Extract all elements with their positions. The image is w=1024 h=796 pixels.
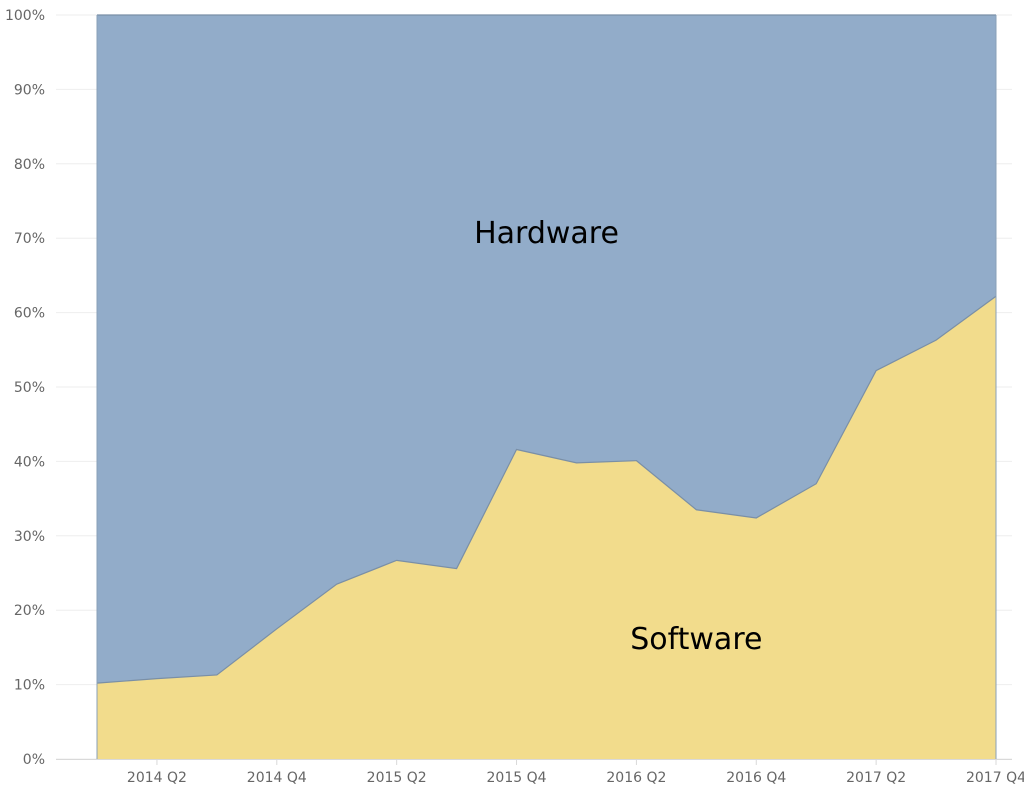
x-tick-label: 2016 Q2: [606, 770, 666, 786]
y-tick-label: 50%: [14, 380, 45, 396]
series-line-software: [96, 295, 997, 684]
y-tick-label: 10%: [14, 678, 45, 694]
area-software: [97, 296, 996, 759]
y-tick-label: 90%: [14, 82, 45, 98]
label-hardware: Hardware: [474, 216, 619, 251]
y-tick-label: 70%: [14, 231, 45, 247]
x-axis-tick-labels: 2014 Q2 2014 Q4 2015 Q2 2015 Q4 2016 Q2 2016 …: [127, 770, 1024, 786]
x-tick-label: 2014 Q4: [247, 770, 307, 786]
x-tick-label: 2014 Q2: [127, 770, 187, 786]
y-axis-tick-labels: 0% 10% 20% 30% 40% 50% 60% 70% 80% 90% 100%: [5, 8, 45, 768]
y-tick-label: 40%: [14, 454, 45, 470]
label-software: Software: [630, 622, 762, 657]
y-tick-label: 20%: [14, 603, 45, 619]
y-tick-label: 60%: [14, 306, 45, 322]
axes: [56, 759, 1012, 765]
area-annotations: Hardware Software: [474, 216, 762, 657]
y-tick-label: 30%: [14, 529, 45, 545]
y-tick-label: 80%: [14, 157, 45, 173]
x-tick-label: 2016 Q4: [726, 770, 786, 786]
x-tick-label: 2017 Q4: [966, 770, 1024, 786]
x-tick-label: 2015 Q4: [487, 770, 547, 786]
area-hardware: [97, 15, 996, 684]
y-tick-label: 0%: [23, 752, 45, 768]
y-tick-label: 100%: [5, 8, 45, 24]
x-tick-label: 2015 Q2: [367, 770, 427, 786]
area-series: [96, 14, 997, 759]
x-tick-label: 2017 Q2: [846, 770, 906, 786]
